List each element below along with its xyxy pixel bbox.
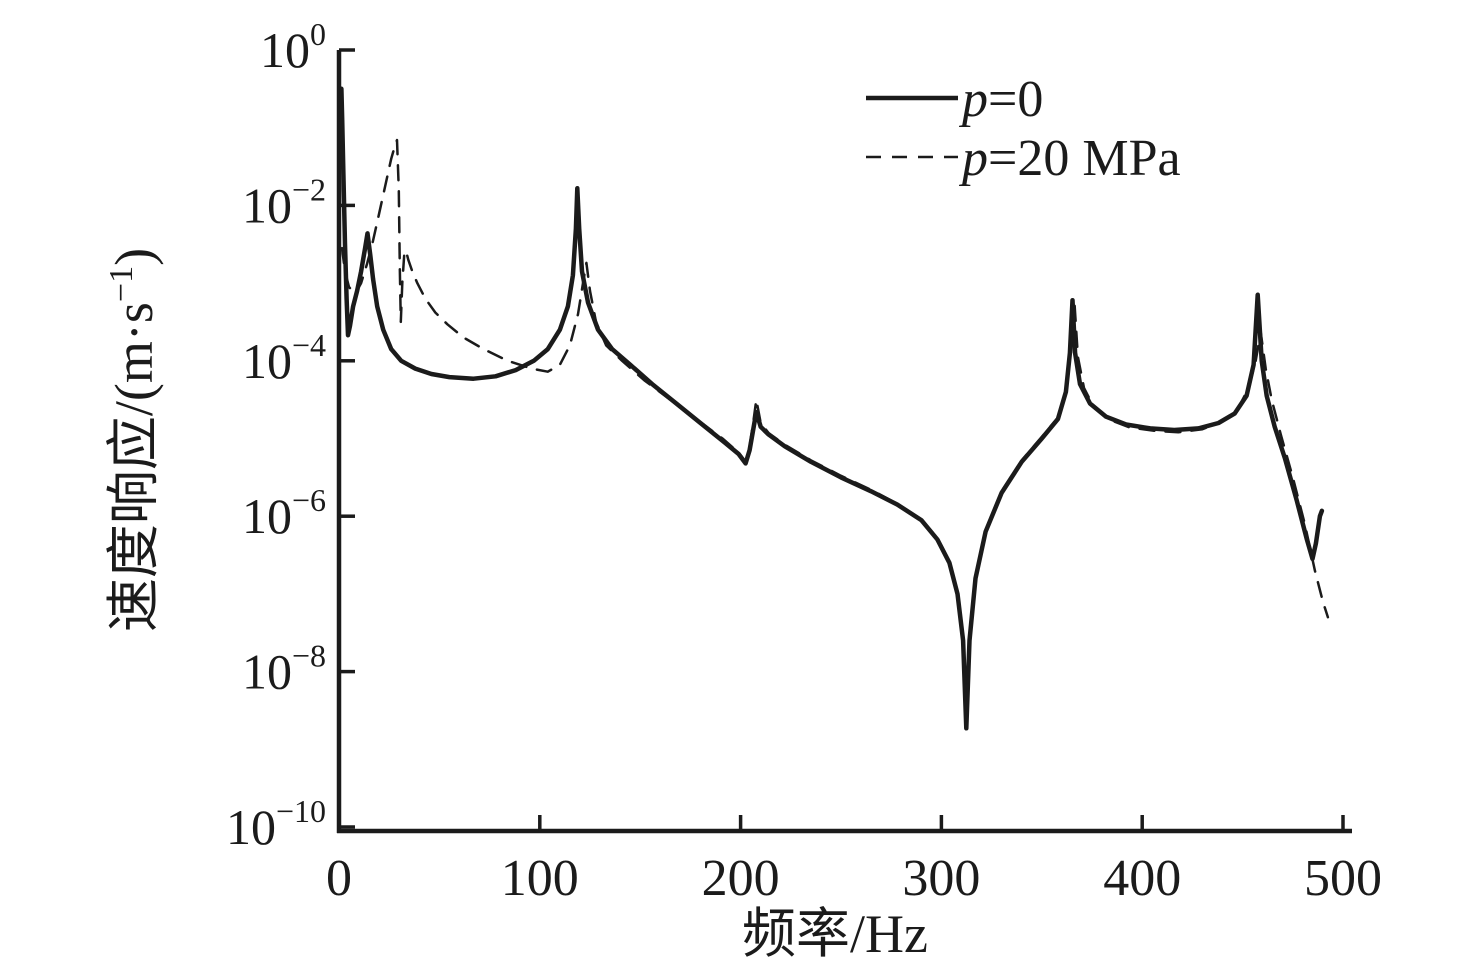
x-tick-label: 500 [1304, 850, 1382, 907]
y-tick-label: 10−2 [242, 171, 326, 233]
x-tick-label: 300 [902, 850, 980, 907]
x-axis-title: 频率/Hz [742, 904, 928, 964]
y-axis-title: 速度响应/(m·s−1) [103, 248, 164, 632]
legend: p=0p=20 MPa [866, 71, 1181, 187]
legend-label-p0: p=0 [958, 71, 1043, 128]
data-curves [339, 86, 1330, 731]
axes [336, 48, 1352, 834]
y-tick-label: 10−4 [242, 327, 326, 389]
x-tick-label: 200 [702, 850, 780, 907]
y-tick-label: 10−8 [242, 638, 326, 700]
x-axis-tick-labels: 0 100 200 300 400 500 [326, 850, 1382, 907]
x-tick-label: 0 [326, 850, 352, 907]
x-tick-label: 100 [501, 850, 579, 907]
legend-label-p20mpa: p=20 MPa [958, 130, 1181, 187]
y-tick-label: 100 [260, 16, 326, 78]
x-tick-label: 400 [1103, 850, 1181, 907]
series-curve-p0 [339, 86, 1325, 731]
y-tick-label: 10−10 [226, 793, 326, 855]
y-axis-tick-labels: 100 10−2 10−4 10−6 10−8 10−10 [226, 16, 326, 855]
y-tick-label: 10−6 [242, 482, 326, 544]
series-curve-p20mpa [340, 138, 1330, 720]
